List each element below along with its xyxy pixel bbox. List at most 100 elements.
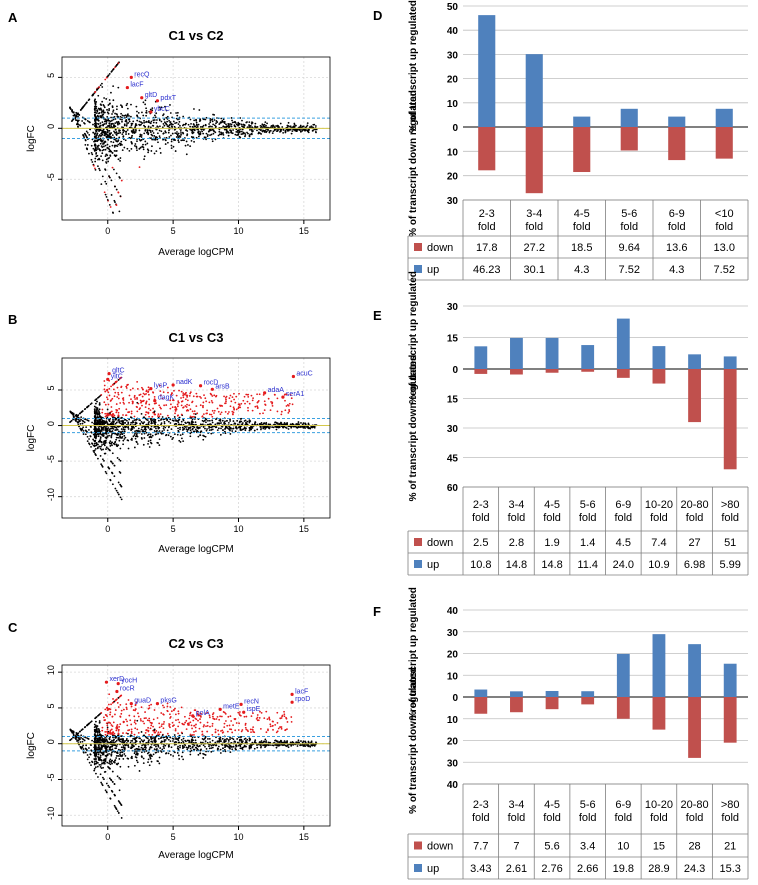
data-point bbox=[92, 751, 95, 754]
data-point bbox=[272, 728, 274, 731]
data-point bbox=[88, 747, 90, 749]
data-point bbox=[276, 422, 279, 425]
data-point bbox=[182, 418, 185, 421]
data-point bbox=[88, 438, 90, 440]
data-point bbox=[187, 747, 189, 749]
data-point bbox=[163, 118, 166, 121]
data-point bbox=[112, 427, 115, 430]
data-point bbox=[115, 172, 118, 175]
data-point bbox=[199, 125, 202, 128]
data-point bbox=[200, 430, 203, 433]
data-point bbox=[216, 422, 219, 425]
data-point bbox=[143, 750, 146, 753]
data-point bbox=[100, 394, 103, 396]
data-point bbox=[82, 744, 85, 747]
data-point bbox=[241, 128, 244, 131]
data-point bbox=[223, 722, 226, 725]
data-point bbox=[103, 778, 105, 781]
data-point bbox=[241, 125, 243, 128]
data-point bbox=[248, 135, 251, 138]
data-point bbox=[117, 755, 120, 757]
data-point bbox=[135, 422, 138, 425]
data-point bbox=[121, 739, 124, 742]
data-point bbox=[208, 747, 211, 750]
data-point bbox=[96, 740, 99, 743]
data-point bbox=[117, 432, 120, 435]
data-point bbox=[94, 125, 96, 128]
data-point bbox=[118, 435, 121, 438]
data-point bbox=[246, 400, 249, 403]
data-point bbox=[133, 144, 136, 147]
data-point bbox=[131, 402, 134, 405]
data-point bbox=[115, 436, 118, 439]
data-point bbox=[313, 128, 316, 131]
x-tick-label: 5 bbox=[171, 226, 176, 236]
data-point bbox=[240, 402, 243, 405]
data-point bbox=[211, 409, 214, 412]
data-point bbox=[83, 739, 86, 742]
data-point bbox=[142, 400, 145, 403]
gene-label: lysP bbox=[154, 383, 168, 390]
data-point bbox=[148, 733, 150, 736]
data-point bbox=[160, 130, 163, 133]
data-point bbox=[113, 414, 116, 417]
data-point bbox=[232, 420, 235, 422]
data-point bbox=[91, 739, 93, 742]
data-point bbox=[135, 124, 138, 127]
data-point bbox=[176, 405, 179, 408]
data-point bbox=[219, 404, 221, 407]
data-point bbox=[143, 393, 146, 396]
data-point bbox=[201, 130, 204, 133]
data-point bbox=[211, 395, 214, 397]
data-point bbox=[183, 139, 185, 142]
gene-label: ybcC bbox=[154, 106, 170, 113]
data-point bbox=[249, 125, 252, 127]
data-point bbox=[241, 428, 244, 431]
data-point bbox=[105, 161, 107, 163]
data-point bbox=[233, 408, 236, 411]
data-point bbox=[220, 740, 223, 743]
data-point bbox=[75, 736, 78, 739]
data-point bbox=[231, 121, 234, 124]
data-point bbox=[166, 386, 169, 389]
data-point bbox=[170, 392, 173, 395]
data-point bbox=[108, 786, 111, 789]
data-point bbox=[209, 741, 212, 744]
data-point bbox=[69, 728, 72, 731]
data-point bbox=[140, 400, 143, 403]
data-point bbox=[190, 724, 193, 727]
data-point bbox=[156, 138, 159, 141]
data-point bbox=[212, 113, 214, 116]
data-point bbox=[134, 437, 137, 440]
data-point bbox=[263, 400, 266, 403]
data-point bbox=[220, 131, 222, 134]
data-point bbox=[209, 125, 211, 128]
data-point bbox=[201, 737, 204, 740]
data-point bbox=[176, 752, 179, 754]
data-point bbox=[262, 394, 265, 396]
data-point bbox=[91, 94, 94, 97]
data-point bbox=[99, 455, 102, 457]
data-point bbox=[69, 421, 71, 424]
data-point bbox=[108, 767, 111, 770]
data-point bbox=[127, 423, 130, 425]
data-point bbox=[101, 739, 104, 742]
data-point bbox=[153, 728, 156, 731]
data-point bbox=[100, 445, 102, 448]
data-point bbox=[100, 734, 102, 736]
data-point bbox=[95, 431, 98, 434]
data-point bbox=[160, 418, 163, 420]
data-point bbox=[299, 130, 302, 133]
data-point bbox=[143, 119, 145, 122]
data-point bbox=[205, 116, 208, 119]
data-point bbox=[127, 421, 130, 424]
data-point bbox=[103, 740, 106, 743]
data-point bbox=[191, 427, 194, 430]
data-point bbox=[153, 119, 156, 121]
data-point bbox=[203, 394, 205, 397]
data-point bbox=[160, 423, 162, 426]
data-point bbox=[158, 106, 161, 109]
data-point bbox=[204, 745, 206, 748]
data-point bbox=[122, 426, 125, 429]
data-point bbox=[143, 121, 146, 124]
